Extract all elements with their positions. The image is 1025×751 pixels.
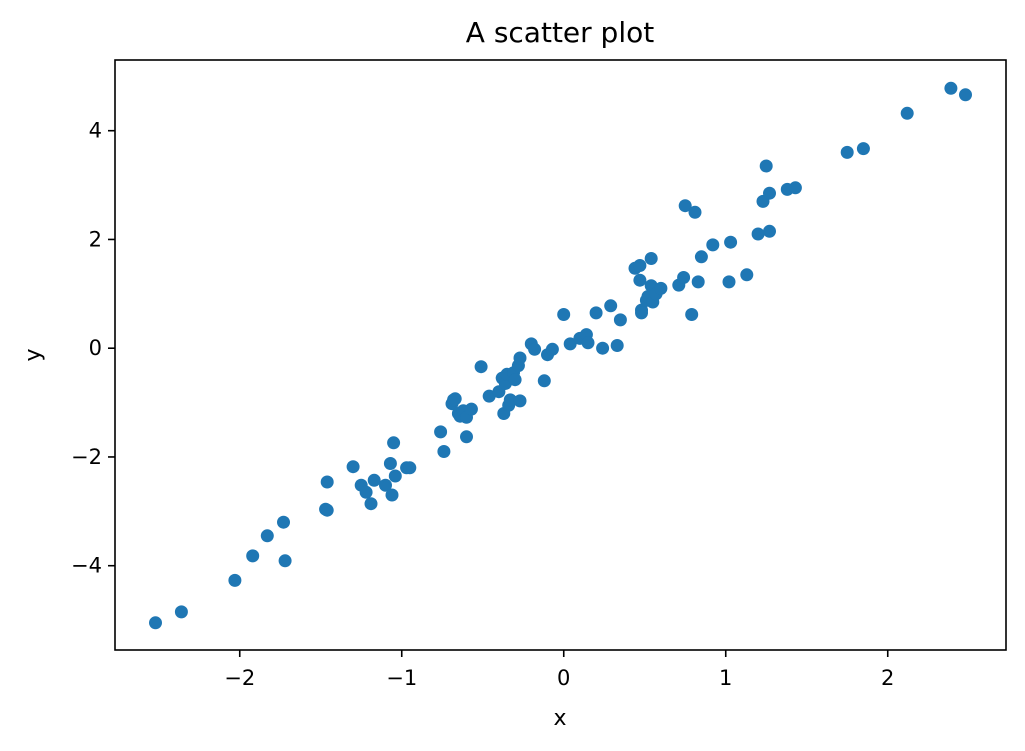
data-point — [694, 250, 708, 264]
data-point — [364, 497, 378, 511]
data-point — [513, 394, 527, 408]
data-point — [759, 159, 773, 173]
data-point — [596, 341, 610, 355]
data-point — [460, 430, 473, 444]
plot-frame — [114, 59, 1007, 651]
y-tick-label: 0 — [89, 336, 102, 360]
data-point — [589, 306, 603, 320]
data-point — [278, 554, 292, 568]
data-point — [633, 259, 647, 272]
data-point — [545, 342, 559, 356]
data-point — [944, 81, 958, 95]
data-point — [610, 339, 624, 352]
data-point — [385, 488, 399, 502]
data-point — [900, 106, 914, 120]
data-point — [474, 360, 488, 374]
data-point — [840, 145, 854, 159]
data-point — [359, 485, 373, 499]
y-tick-label: 4 — [89, 119, 102, 143]
data-point — [633, 273, 647, 287]
y-axis-ticks: −4 −2 0 2 4 — [71, 119, 115, 578]
data-point — [437, 445, 451, 458]
x-axis-ticks: −2 −1 0 1 2 — [224, 650, 894, 690]
data-point — [706, 238, 720, 252]
data-point — [763, 224, 776, 238]
y-tick-label: −2 — [71, 445, 102, 469]
data-point — [434, 425, 448, 439]
data-point — [788, 181, 802, 195]
data-point — [654, 281, 668, 295]
x-axis-label: x — [553, 706, 566, 731]
data-point — [388, 469, 402, 483]
x-tick-label: −2 — [224, 666, 255, 690]
data-point — [149, 616, 162, 630]
data-point — [379, 478, 392, 492]
data-point — [677, 271, 691, 284]
data-point — [856, 142, 870, 156]
data-point — [751, 227, 765, 241]
data-point — [644, 252, 658, 265]
data-point — [246, 549, 260, 563]
data-point — [503, 393, 517, 407]
data-point — [174, 605, 188, 619]
data-point — [557, 308, 571, 321]
data-point — [563, 337, 577, 351]
data-point — [581, 336, 595, 350]
data-point — [685, 308, 699, 321]
chart-title: A scatter plot — [466, 16, 654, 49]
data-point — [464, 402, 478, 416]
data-point — [403, 461, 417, 475]
data-point — [691, 275, 705, 289]
data-point — [763, 186, 776, 200]
data-point — [513, 351, 527, 365]
data-point — [277, 515, 290, 529]
data-point — [387, 436, 401, 450]
data-point — [537, 374, 551, 388]
y-tick-label: −4 — [71, 554, 102, 578]
data-point — [228, 573, 242, 587]
data-point — [635, 306, 648, 320]
data-point — [508, 373, 522, 387]
data-point — [367, 473, 381, 487]
data-point — [740, 268, 754, 282]
x-tick-label: −1 — [386, 666, 417, 690]
y-axis-label: y — [21, 348, 46, 361]
x-tick-label: 0 — [557, 666, 570, 690]
data-points — [149, 81, 972, 630]
data-point — [320, 503, 334, 517]
data-point — [528, 342, 542, 356]
y-tick-label: 2 — [89, 227, 102, 251]
data-point — [346, 460, 360, 474]
x-tick-label: 2 — [881, 666, 894, 690]
data-point — [260, 529, 274, 543]
data-point — [688, 205, 702, 219]
data-point — [320, 475, 334, 489]
data-point — [482, 389, 496, 403]
data-point — [383, 457, 397, 470]
data-point — [448, 392, 462, 406]
x-tick-label: 1 — [719, 666, 732, 690]
data-point — [722, 275, 736, 289]
data-point — [678, 199, 692, 213]
data-point — [959, 88, 972, 102]
data-point — [604, 299, 618, 313]
data-point — [613, 313, 627, 327]
data-point — [724, 235, 738, 249]
